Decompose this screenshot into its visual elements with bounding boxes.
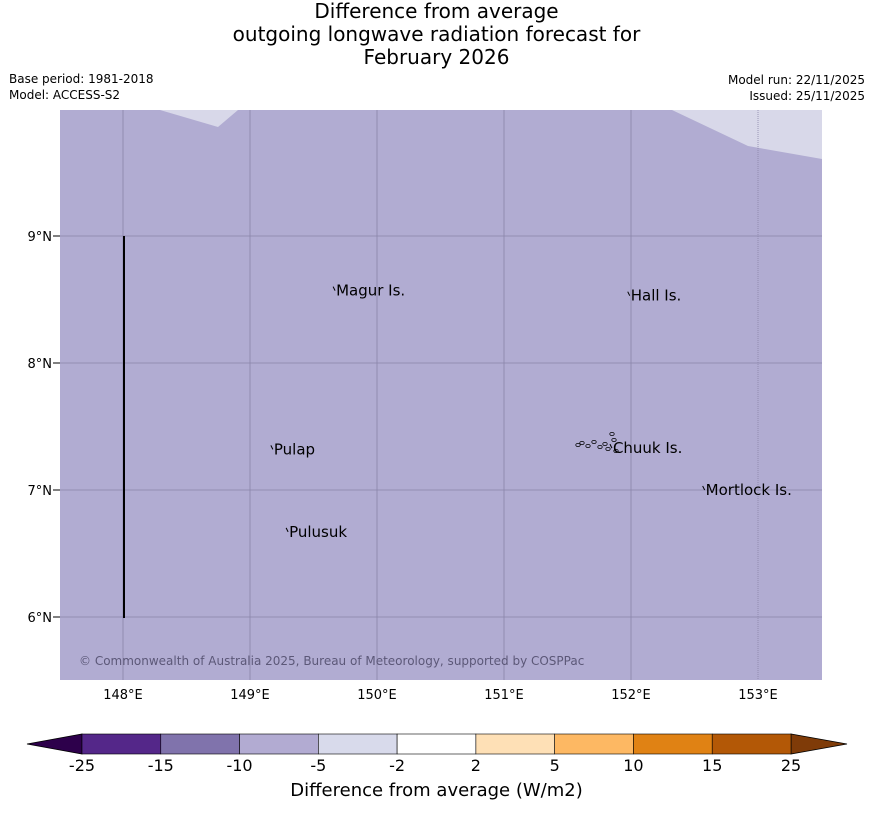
- colorbar-tick-label: 10: [623, 756, 644, 775]
- model-run: Model run: 22/11/2025: [727, 73, 865, 87]
- chuuk-islet: [609, 431, 615, 436]
- colorbar-swatch: [81, 733, 162, 755]
- colorbar-tick-label: 2: [470, 756, 481, 775]
- place-label: Pulap: [274, 440, 315, 458]
- chuuk-islet: [611, 437, 617, 442]
- colorbar-tick-label: 15: [702, 756, 723, 775]
- lon-tick-label: 153°E: [738, 688, 778, 703]
- colorbar-tick-label: -5: [310, 756, 327, 775]
- colorbar-swatch: [160, 733, 240, 755]
- colorbar-swatch: [318, 733, 398, 755]
- title-line-2: outgoing longwave radiation forecast for: [232, 22, 641, 46]
- colorbar-under-arrow: [26, 733, 83, 755]
- chuuk-islet: [602, 441, 608, 446]
- colorbar-tick-label: 25: [780, 756, 802, 775]
- meta-right: Model run: 22/11/2025 Issued: 25/11/2025: [728, 72, 865, 104]
- island-marker: [285, 527, 289, 533]
- chuuk-islet: [579, 440, 585, 445]
- colorbar-swatch: [633, 733, 713, 755]
- light-region-west: [160, 110, 238, 127]
- lat-tick-label: 7°N: [28, 484, 53, 499]
- place-label: Pulusuk: [289, 523, 347, 541]
- colorbar-tick-label: -25: [68, 756, 96, 775]
- colorbar-swatch: [239, 733, 319, 755]
- copyright-text: © Commonwealth of Australia 2025, Bureau…: [79, 654, 584, 668]
- lon-tick-label: 150°E: [357, 688, 397, 703]
- colorbar-over-arrow: [790, 733, 848, 755]
- lat-tick-label: 9°N: [28, 230, 53, 245]
- model-name: Model: ACCESS-S2: [9, 88, 121, 102]
- lat-tick-label: 6°N: [28, 611, 53, 626]
- chuuk-islet: [575, 442, 581, 447]
- place-label: Magur Is.: [336, 282, 405, 300]
- colorbar-tick-label: -2: [389, 756, 406, 775]
- issued-date: Issued: 25/11/2025: [749, 89, 865, 103]
- colorbar-title: Difference from average (W/m2): [290, 780, 583, 801]
- colorbar-swatch: [475, 733, 555, 755]
- title-line-1: Difference from average: [314, 0, 559, 23]
- colorbar-swatch: [396, 733, 477, 755]
- colorbar-swatch: [554, 733, 634, 755]
- light-region-east: [672, 110, 822, 159]
- lon-tick-label: 148°E: [103, 688, 143, 703]
- lon-tick-label: 149°E: [230, 688, 270, 703]
- island-marker: [609, 443, 613, 449]
- place-label: Mortlock Is.: [706, 481, 792, 499]
- colorbar-tick-label: 5: [549, 756, 560, 775]
- chart-title: Difference from average outgoing longwav…: [0, 0, 873, 69]
- chuuk-islet: [585, 443, 591, 448]
- colorbar-tick-label: -15: [147, 756, 174, 775]
- island-marker: [702, 485, 706, 491]
- chuuk-islet: [605, 446, 611, 451]
- base-period: Base period: 1981-2018: [9, 72, 154, 86]
- place-label: Hall Is.: [631, 287, 682, 305]
- colorbar-tick-label: -10: [226, 756, 253, 775]
- lat-tick-label: 8°N: [28, 357, 53, 372]
- chuuk-islet: [613, 448, 619, 453]
- place-label: Chuuk Is.: [613, 439, 682, 457]
- lon-tick-label: 152°E: [611, 688, 651, 703]
- colorbar-swatch: [711, 733, 792, 755]
- chuuk-islet: [597, 444, 603, 449]
- lon-tick-label: 151°E: [484, 688, 524, 703]
- title-line-3: February 2026: [363, 45, 510, 69]
- island-marker: [332, 286, 336, 291]
- island-marker: [627, 291, 631, 296]
- chuuk-islet: [591, 439, 597, 444]
- map-background: [60, 110, 822, 680]
- island-marker: [270, 445, 274, 450]
- meta-left: Base period: 1981-2018 Model: ACCESS-S2: [9, 71, 154, 103]
